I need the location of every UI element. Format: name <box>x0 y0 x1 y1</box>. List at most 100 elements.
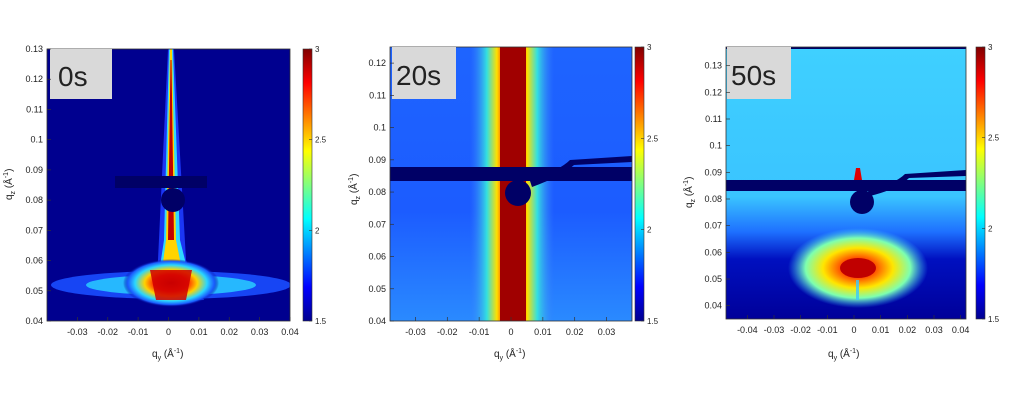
beamstop-disc-50s <box>850 190 874 214</box>
beamstop-arm-50s <box>868 170 966 196</box>
x-tick-label: 0 <box>166 327 171 337</box>
x-tick-label: 0.03 <box>598 327 616 337</box>
beamstop-arm-20s <box>530 156 632 187</box>
x-tick-label: 0.02 <box>220 327 238 337</box>
y-tick-label: 0.06 <box>704 247 722 257</box>
y-tick-label: 0.04 <box>25 316 43 326</box>
time-label-box-0s <box>50 49 112 99</box>
x-tick-label: 0.01 <box>534 327 552 337</box>
colorbar-tick-label: 2.5 <box>647 134 659 143</box>
x-tick-label: -0.04 <box>737 325 758 335</box>
peak-core-50s <box>840 258 876 278</box>
y-tick-label: 0.04 <box>704 301 722 311</box>
colorbar-tick-label: 3 <box>988 43 993 52</box>
plot-frame-50s <box>725 46 967 320</box>
x-tick-label: -0.01 <box>469 327 490 337</box>
x-tick-label: -0.03 <box>764 325 785 335</box>
panel-50s: 50s -0.04 -0.03 -0.02 -0.01 0 0.01 0.02 0.03 0.0… <box>682 43 1000 362</box>
x-tick-label: 0.02 <box>899 325 917 335</box>
colorbar-tick-label: 2.5 <box>988 134 1000 143</box>
x-axis-label-50s: qy (Å-1) <box>828 347 859 362</box>
y-tick-label: 0.12 <box>25 74 43 84</box>
heatmap-50s <box>726 47 966 319</box>
x-tick-label: 0.01 <box>190 327 208 337</box>
x-tick-label: 0.01 <box>872 325 890 335</box>
beamstop-bar-20s <box>390 167 632 181</box>
x-tick-label: -0.02 <box>790 325 811 335</box>
spike-50s <box>854 168 862 180</box>
y-tick-label: 0.05 <box>368 284 386 294</box>
y-tick-label: 0.1 <box>709 141 722 151</box>
y-tick-label: 0.05 <box>704 274 722 284</box>
colorbar-tick-label: 1.5 <box>988 315 1000 324</box>
x-tick-label: 0 <box>851 325 856 335</box>
y-axis-label-0s: qz (Å-1) <box>2 169 17 200</box>
x-axis-label-0s: qy (Å-1) <box>152 347 183 362</box>
y-tick-label: 0.06 <box>368 252 386 262</box>
y-tick-label: 0.1 <box>373 123 386 133</box>
x-tick-label: -0.01 <box>128 327 149 337</box>
beamstop-bar-0s <box>115 176 207 188</box>
top-edge-50s <box>726 47 966 49</box>
y-tick-label: 0.1 <box>30 135 43 145</box>
colorbar-tick-label: 1.5 <box>647 317 659 326</box>
y-tick-label: 0.09 <box>704 167 722 177</box>
beamstop-disc-20s <box>505 180 531 206</box>
time-label-box-50s <box>727 47 791 99</box>
heatmap-0s <box>47 49 290 321</box>
x-tick-label: 0.04 <box>952 325 970 335</box>
axes-50s: -0.04 -0.03 -0.02 -0.01 0 0.01 0.02 0.03 0.04 0.0… <box>704 61 969 335</box>
y-tick-label: 0.07 <box>704 221 722 231</box>
x-tick-label: 0.04 <box>281 327 299 337</box>
y-tick-label: 0.08 <box>368 187 386 197</box>
y-tick-label: 0.09 <box>368 155 386 165</box>
x-tick-label: 0.03 <box>925 325 943 335</box>
panel-20s: 20s -0.03 -0.02 -0.01 0 0.01 0.02 0.03 0.04 0.05… <box>347 43 659 362</box>
y-tick-label: 0.08 <box>25 195 43 205</box>
x-tick-label: -0.03 <box>405 327 426 337</box>
x-tick-label: 0.02 <box>566 327 584 337</box>
colorbar-tick-label: 3 <box>647 43 652 52</box>
colorbar-ticks-50s: 1.5 2 2.5 3 <box>982 43 1000 324</box>
x-axis-label-20s: qy (Å-1) <box>494 347 525 362</box>
y-tick-label: 0.12 <box>704 87 722 97</box>
colorbar-tick-label: 2 <box>988 224 993 233</box>
colorbar-tick-label: 1.5 <box>315 317 327 326</box>
y-tick-label: 0.06 <box>25 256 43 266</box>
y-tick-label: 0.13 <box>25 44 43 54</box>
time-label-20s: 20s <box>396 60 441 91</box>
colorbar-ticks-20s: 1.5 2 2.5 3 <box>641 43 659 326</box>
y-tick-label: 0.07 <box>368 219 386 229</box>
y-tick-label: 0.11 <box>705 114 722 124</box>
colorbar-0s <box>302 48 313 322</box>
x-tick-label: -0.01 <box>817 325 838 335</box>
panel-0s: 0s -0.03 -0.02 -0.01 0 0.01 0.02 0.03 0.04 0.04 0… <box>2 44 327 362</box>
beamstop-bar-50s <box>726 180 966 191</box>
colorbar-tick-label: 2.5 <box>315 136 327 145</box>
y-tick-label: 0.09 <box>25 165 43 175</box>
axes-0s: -0.03 -0.02 -0.01 0 0.01 0.02 0.03 0.04 0.04 0.05… <box>25 44 298 337</box>
colorbar-tick-label: 2 <box>647 226 652 235</box>
x-tick-label: -0.02 <box>437 327 458 337</box>
colorbar-tick-label: 2 <box>315 226 320 235</box>
time-label-0s: 0s <box>58 61 88 92</box>
x-tick-label: -0.02 <box>97 327 118 337</box>
y-tick-label: 0.11 <box>26 104 43 114</box>
colorbar-tick-label: 3 <box>315 45 320 54</box>
y-tick-label: 0.07 <box>25 225 43 235</box>
heatmap-20s <box>390 47 632 321</box>
beamstop-disc-0s <box>161 188 185 212</box>
y-tick-label: 0.12 <box>368 58 386 68</box>
specular-streak-50s <box>856 280 859 300</box>
peak-core-0s <box>150 270 192 300</box>
colorbar-50s <box>975 46 986 320</box>
axes-20s: -0.03 -0.02 -0.01 0 0.01 0.02 0.03 0.04 0.05 0.06… <box>368 58 615 337</box>
y-tick-label: 0.11 <box>369 90 386 100</box>
colorbar-ticks-0s: 1.5 2 2.5 3 <box>309 45 327 326</box>
y-axis-label-50s: qz (Å-1) <box>682 177 697 208</box>
x-tick-label: 0.03 <box>251 327 269 337</box>
y-axis-label-20s: qz (Å-1) <box>347 174 362 205</box>
y-tick-label: 0.04 <box>368 316 386 326</box>
x-tick-label: 0 <box>508 327 513 337</box>
